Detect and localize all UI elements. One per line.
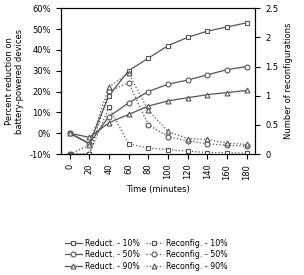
Reconfig. - 50% xyxy=(245,144,248,148)
Reconfig. - 50% xyxy=(107,90,111,93)
Reconfig. - 90% xyxy=(186,137,189,140)
Reduct. - 90% xyxy=(88,136,91,139)
Reconfig. - 90% xyxy=(68,152,71,156)
Reconfig. - 90% xyxy=(225,141,229,145)
Reconfig. - 90% xyxy=(206,138,209,141)
Reconfig. - 10% xyxy=(225,151,229,154)
Reduct. - 50% xyxy=(206,73,209,76)
Reconfig. - 10% xyxy=(127,142,130,145)
Reconfig. - 50% xyxy=(127,81,130,84)
Reconfig. - 10% xyxy=(245,152,248,155)
Reduct. - 10% xyxy=(68,131,71,135)
Reconfig. - 90% xyxy=(88,144,91,147)
Reduct. - 50% xyxy=(147,90,150,93)
Reconfig. - 10% xyxy=(166,148,170,151)
Reduct. - 10% xyxy=(88,142,91,145)
Reconfig. - 10% xyxy=(206,151,209,154)
Reconfig. - 10% xyxy=(68,152,71,156)
Reduct. - 50% xyxy=(186,78,189,82)
Reconfig. - 90% xyxy=(147,109,150,112)
Reconfig. - 50% xyxy=(68,152,71,156)
Reduct. - 90% xyxy=(68,131,71,135)
Reconfig. - 10% xyxy=(186,149,189,153)
Reduct. - 10% xyxy=(245,21,248,24)
Reduct. - 90% xyxy=(206,93,209,96)
Reconfig. - 50% xyxy=(166,135,170,138)
Reduct. - 50% xyxy=(68,131,71,135)
Reconfig. - 90% xyxy=(166,130,170,133)
Line: Reconfig. - 90%: Reconfig. - 90% xyxy=(67,71,249,156)
Reduct. - 10% xyxy=(166,44,170,47)
Reduct. - 90% xyxy=(186,96,189,100)
Reconfig. - 50% xyxy=(225,144,229,147)
Reduct. - 90% xyxy=(107,121,111,124)
Reconfig. - 50% xyxy=(147,123,150,126)
Line: Reconfig. - 10%: Reconfig. - 10% xyxy=(67,105,249,156)
Line: Reduct. - 90%: Reduct. - 90% xyxy=(67,88,249,140)
Reduct. - 90% xyxy=(166,99,170,103)
Reconfig. - 10% xyxy=(147,147,150,150)
Reduct. - 10% xyxy=(127,69,130,72)
Reduct. - 10% xyxy=(206,29,209,33)
Reduct. - 90% xyxy=(225,91,229,94)
Reconfig. - 10% xyxy=(88,152,91,156)
Y-axis label: Percent reduction on
battery-powered devices: Percent reduction on battery-powered dev… xyxy=(5,29,24,134)
Line: Reduct. - 10%: Reduct. - 10% xyxy=(67,20,249,146)
Reconfig. - 90% xyxy=(127,72,130,75)
Reconfig. - 90% xyxy=(245,143,248,146)
Reconfig. - 50% xyxy=(186,139,189,142)
Reduct. - 90% xyxy=(127,113,130,116)
X-axis label: Time (minutes): Time (minutes) xyxy=(126,185,190,194)
Y-axis label: Number of reconfigurations: Number of reconfigurations xyxy=(284,23,293,139)
Reconfig. - 50% xyxy=(88,152,91,156)
Reduct. - 50% xyxy=(225,68,229,71)
Reduct. - 50% xyxy=(88,142,91,145)
Reduct. - 50% xyxy=(107,115,111,118)
Reduct. - 10% xyxy=(107,94,111,97)
Reduct. - 50% xyxy=(245,65,248,68)
Reconfig. - 90% xyxy=(107,85,111,89)
Reduct. - 50% xyxy=(127,101,130,105)
Legend: Reduct. - 10%, Reduct. - 50%, Reduct. - 90%, Reconfig. - 10%, Reconfig. - 50%, R: Reduct. - 10%, Reduct. - 50%, Reduct. - … xyxy=(61,236,230,274)
Reduct. - 90% xyxy=(147,104,150,108)
Line: Reconfig. - 50%: Reconfig. - 50% xyxy=(67,80,249,156)
Reduct. - 10% xyxy=(225,25,229,29)
Reconfig. - 50% xyxy=(206,142,209,145)
Reduct. - 10% xyxy=(147,57,150,60)
Reduct. - 90% xyxy=(245,89,248,92)
Line: Reduct. - 50%: Reduct. - 50% xyxy=(67,64,249,146)
Reduct. - 10% xyxy=(186,36,189,39)
Reduct. - 50% xyxy=(166,82,170,86)
Reconfig. - 10% xyxy=(107,106,111,109)
